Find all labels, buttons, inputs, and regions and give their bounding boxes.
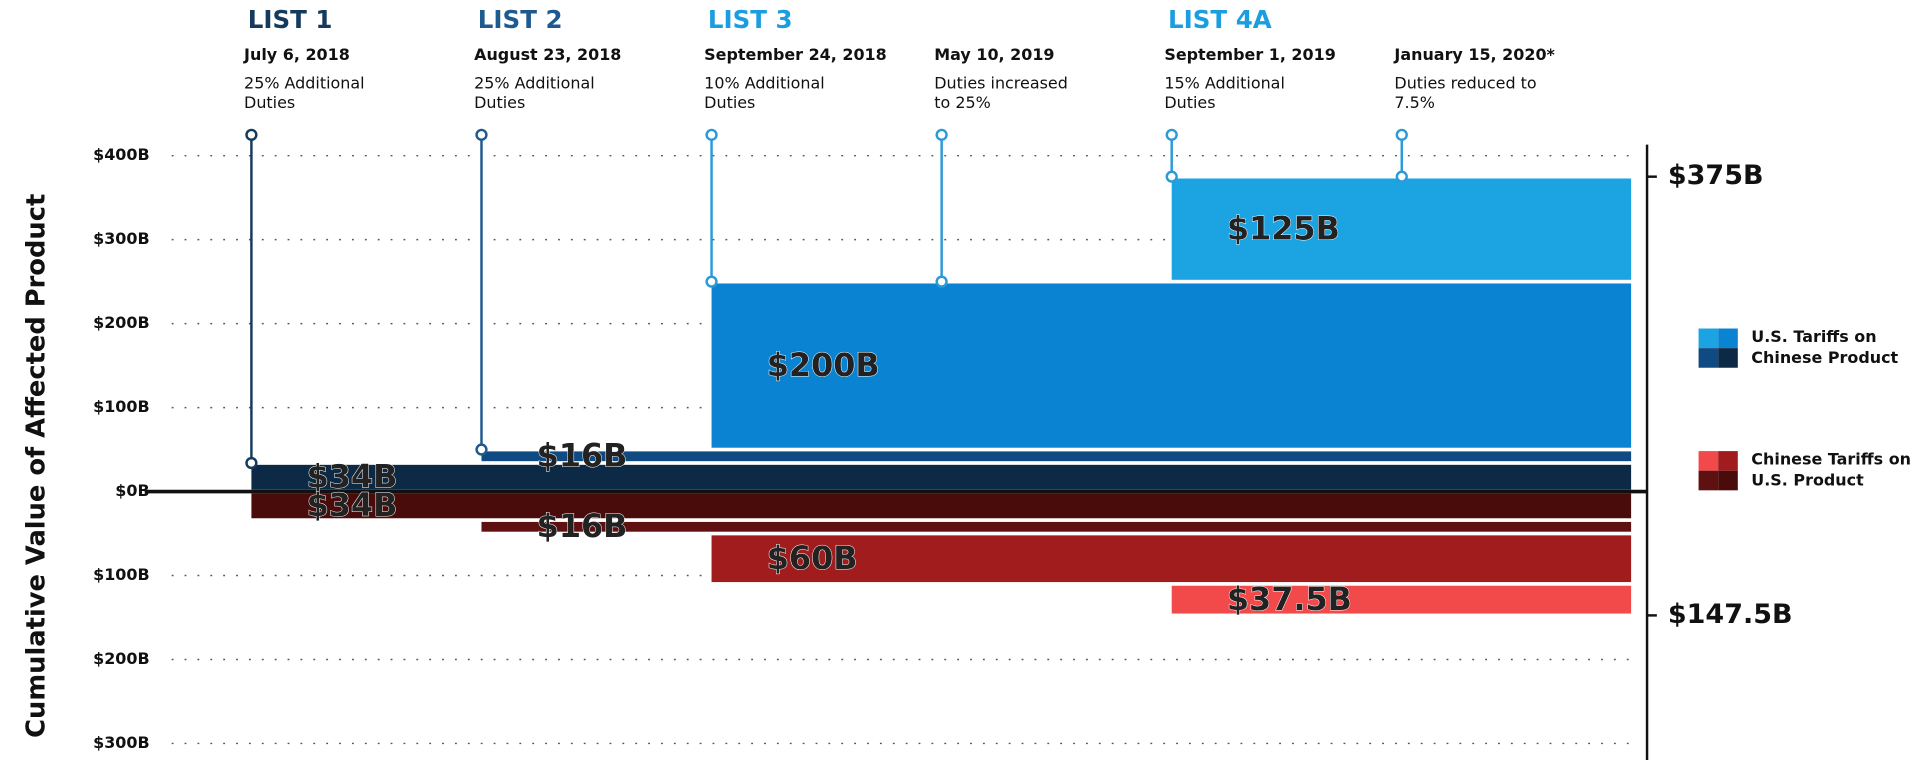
event-date: August 23, 2018: [474, 46, 622, 65]
event-dot: [1165, 128, 1178, 141]
event-dot: [245, 456, 258, 470]
event-note: Duties reduced to 7.5%: [1394, 74, 1537, 113]
legend-label: U.S. Tariffs on Chinese Product: [1751, 328, 1899, 368]
y-tick-label: $100B: [93, 397, 149, 416]
event-date: January 15, 2020*: [1394, 46, 1555, 65]
event-note: 25% Additional Duties: [474, 74, 595, 113]
event-date: September 24, 2018: [704, 46, 887, 65]
value-label: $16B: [537, 437, 628, 475]
y-axis-label: Cumulative Value of Affected Product: [21, 194, 51, 738]
legend-swatch: [1718, 470, 1738, 491]
legend-swatch: [1698, 451, 1719, 471]
legend-swatch: [1718, 348, 1738, 368]
event-note: 10% Additional Duties: [704, 74, 825, 113]
value-label: $200B: [767, 346, 880, 384]
list-label: LIST 1: [247, 4, 333, 35]
event-note: 25% Additional Duties: [244, 74, 365, 113]
event-dot: [705, 275, 718, 288]
y-tick-label: $100B: [93, 565, 149, 584]
bar-segment: [251, 493, 1632, 519]
legend-swatch: [1718, 328, 1738, 349]
event-dot: [935, 128, 948, 141]
event-dot: [245, 128, 258, 141]
bar-segment: [1171, 178, 1632, 280]
bar-segment: [251, 464, 1632, 490]
bar-segment: [1171, 585, 1632, 614]
legend-swatch: [1718, 451, 1738, 471]
event-dot: [1395, 170, 1408, 183]
bar-segment: [481, 521, 1632, 532]
event-date: September 1, 2019: [1164, 46, 1336, 65]
legend-swatch: [1698, 470, 1719, 491]
bar-segment: [711, 535, 1632, 583]
list-label: LIST 2: [477, 4, 563, 35]
total-label: $375B: [1668, 160, 1764, 191]
event-dot: [935, 275, 948, 288]
value-label: $125B: [1227, 209, 1340, 247]
y-tick-label: $300B: [93, 733, 149, 752]
legend-swatch: [1698, 348, 1719, 368]
bar-segment: [711, 283, 1632, 448]
y-tick-label: $0B: [115, 481, 149, 500]
bar-segment: [481, 451, 1632, 462]
list-label: LIST 3: [707, 4, 793, 35]
event-note: 15% Additional Duties: [1164, 74, 1285, 113]
value-label: $16B: [537, 507, 628, 545]
value-label: $37.5B: [1227, 580, 1352, 618]
value-label: $60B: [767, 539, 858, 577]
value-label: $34B: [307, 458, 398, 496]
total-label: $147.5B: [1668, 599, 1793, 630]
event-dot: [475, 128, 488, 141]
event-dot: [1165, 170, 1178, 183]
event-date: May 10, 2019: [934, 46, 1055, 65]
event-note: Duties increased to 25%: [934, 74, 1068, 113]
y-tick-label: $300B: [93, 229, 149, 248]
list-label: LIST 4A: [1168, 4, 1272, 35]
y-tick-label: $200B: [93, 313, 149, 332]
value-label: $34B: [307, 486, 398, 524]
legend-label: Chinese Tariffs on U.S. Product: [1751, 451, 1911, 491]
y-tick-label: $400B: [93, 145, 149, 164]
event-dot: [1395, 128, 1408, 141]
event-dot: [705, 128, 718, 141]
y-tick-label: $200B: [93, 649, 149, 668]
event-date: July 6, 2018: [244, 46, 350, 65]
legend-swatch: [1698, 328, 1719, 349]
event-dot: [475, 443, 488, 456]
